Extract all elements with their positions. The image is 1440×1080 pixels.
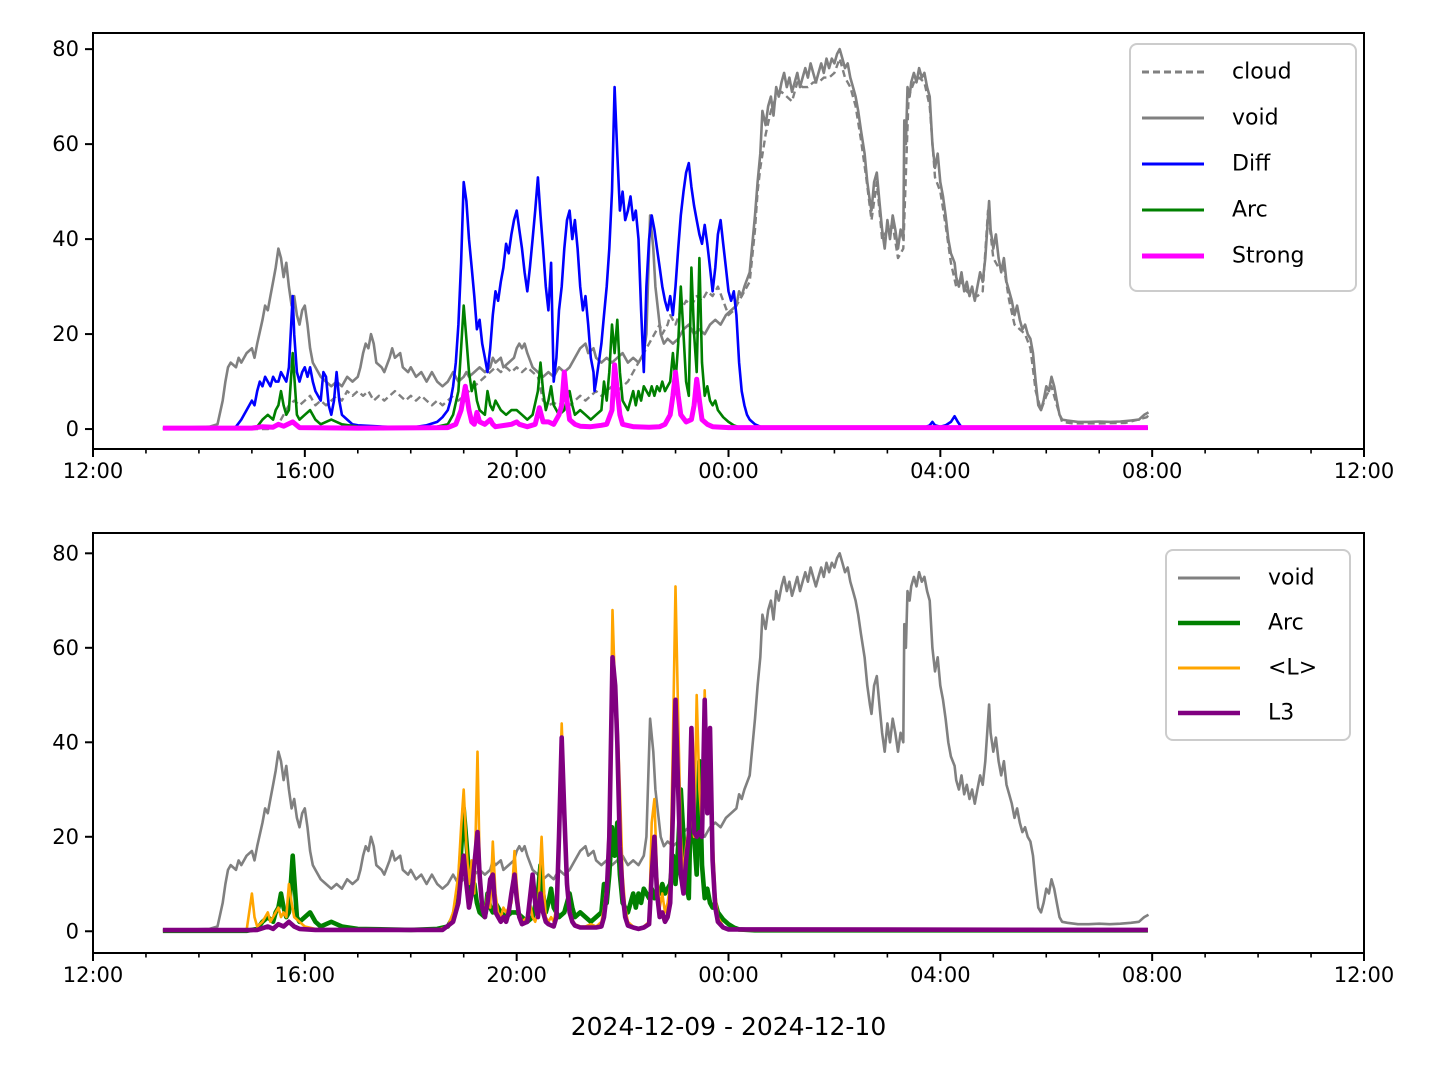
y-tick-label: 20: [52, 825, 79, 849]
series-line-L3-subplot2: [162, 654, 1148, 933]
y-tick-label: 80: [52, 37, 79, 61]
x-tick-label: 16:00: [275, 963, 336, 987]
x-tick-label: 20:00: [486, 459, 547, 483]
y-tick-label: 0: [66, 919, 79, 943]
y-tick-label: 40: [52, 227, 79, 251]
legend-label-L3: L3: [1268, 701, 1294, 726]
series-line-Arc-subplot1: [162, 256, 1148, 430]
y-tick-label: 60: [52, 636, 79, 660]
legend-box: [1129, 43, 1357, 292]
x-tick-label: 08:00: [1122, 963, 1183, 987]
y-tick-label: 80: [52, 541, 79, 565]
x-tick-label: 12:00: [63, 963, 124, 987]
legend-label-Arc: Arc: [1268, 611, 1304, 636]
x-tick-label: 00:00: [698, 963, 759, 987]
x-tick-label: 12:00: [63, 459, 124, 483]
x-tick-label: 16:00: [275, 459, 336, 483]
subplot-2: 12:00 16:00 20:00 00:00 04:00 08:00 12:00 0 20 40…: [52, 532, 1395, 987]
legend-label-cloud: cloud: [1232, 60, 1292, 85]
legend-label-void: void: [1232, 106, 1279, 131]
x-axis-date-label: 2024-12-09 - 2024-12-10: [570, 1012, 887, 1041]
series-line-Strong-subplot1: [162, 362, 1148, 431]
y-tick-label: 60: [52, 132, 79, 156]
legend-label-Arc: Arc: [1232, 198, 1268, 223]
y-tick-label: 0: [66, 417, 79, 441]
legend-label-void: void: [1268, 566, 1315, 591]
x-tick-label: 20:00: [486, 963, 547, 987]
legend-label-L: <L>: [1268, 656, 1317, 681]
x-tick-label: 04:00: [910, 459, 971, 483]
subplot-1: 12:00 16:00 20:00 00:00 04:00 08:00 12:00 0 20 40…: [52, 32, 1395, 483]
legend-box: [1165, 549, 1351, 741]
legend-subplot1: cloud void Diff Arc Strong: [1129, 43, 1357, 292]
legend-subplot2: void Arc <L> L3: [1165, 549, 1351, 741]
x-tick-label: 12:00: [1334, 963, 1395, 987]
legend-label-Diff: Diff: [1232, 152, 1271, 177]
y-tick-label: 20: [52, 322, 79, 346]
series-line-Diff-subplot1: [162, 85, 1148, 430]
x-tick-label: 04:00: [910, 963, 971, 987]
x-tick-label: 12:00: [1334, 459, 1395, 483]
y-tick-label: 40: [52, 730, 79, 754]
series-line-void-subplot1: [162, 47, 1150, 429]
series-line-void-subplot2: [162, 551, 1150, 932]
x-tick-label: 00:00: [698, 459, 759, 483]
x-tick-label: 08:00: [1122, 459, 1183, 483]
legend-label-Strong: Strong: [1232, 244, 1305, 269]
